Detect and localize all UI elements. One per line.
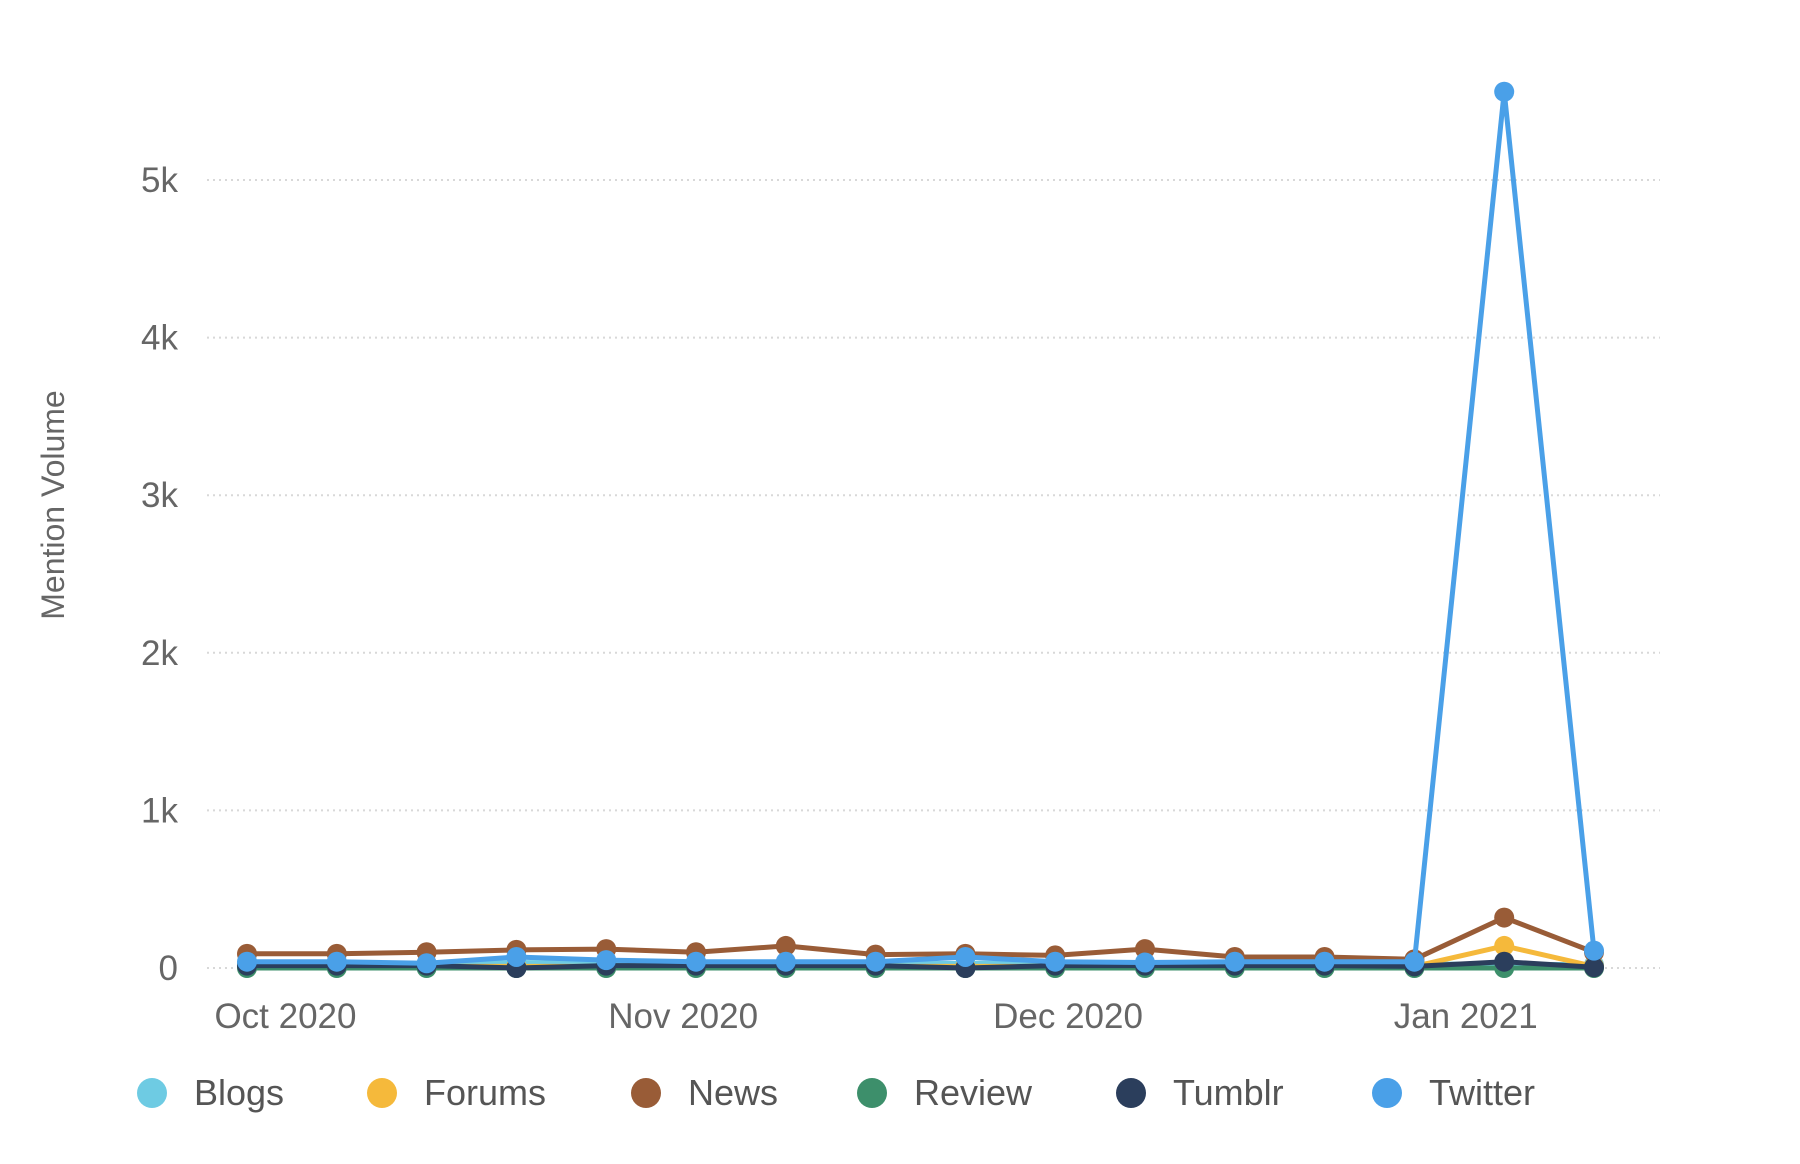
data-point-twitter[interactable] <box>865 951 886 972</box>
data-point-twitter[interactable] <box>955 946 976 967</box>
legend-item-tumblr[interactable]: Tumblr <box>1116 1072 1284 1113</box>
y-axis-ticks: 0 1k 2k 3k 4k 5k <box>141 161 178 988</box>
y-tick-label: 5k <box>141 161 178 200</box>
data-point-forums[interactable] <box>1494 935 1515 956</box>
data-point-tumblr[interactable] <box>1494 951 1515 972</box>
series-line-twitter <box>247 89 1597 966</box>
data-point-tumblr[interactable] <box>1584 957 1604 978</box>
data-point-twitter[interactable] <box>686 951 706 972</box>
data-point-news[interactable] <box>1494 907 1515 928</box>
x-tick-label: Jan 2021 <box>1394 997 1538 1036</box>
legend-item-twitter[interactable]: Twitter <box>1372 1072 1535 1113</box>
x-axis-ticks: Oct 2020 Nov 2020 Dec 2020 Jan 2021 <box>214 997 1537 1036</box>
data-point-twitter[interactable] <box>326 951 347 972</box>
legend-item-blogs[interactable]: Blogs <box>137 1072 284 1113</box>
legend[interactable]: Blogs Forums News Review Tumblr Twitter <box>137 1072 1535 1113</box>
legend-label: Review <box>914 1072 1033 1113</box>
legend-label: News <box>688 1072 778 1113</box>
series-line-tumblr <box>247 959 1595 971</box>
data-point-twitter[interactable] <box>237 951 257 972</box>
data-point-twitter[interactable] <box>1045 951 1066 972</box>
legend-item-news[interactable]: News <box>631 1072 778 1113</box>
y-axis-title: Mention Volume <box>35 390 71 619</box>
legend-label: Blogs <box>194 1072 284 1113</box>
data-point-twitter[interactable] <box>506 946 527 967</box>
gridlines <box>207 179 1660 969</box>
legend-label: Forums <box>424 1072 546 1113</box>
series-line-news <box>247 915 1595 962</box>
legend-marker <box>1372 1078 1402 1108</box>
legend-marker <box>631 1078 661 1108</box>
y-tick-label: 0 <box>159 949 178 988</box>
data-point-twitter[interactable] <box>1404 951 1425 972</box>
legend-item-forums[interactable]: Forums <box>367 1072 546 1113</box>
y-tick-label: 4k <box>141 319 178 358</box>
data-point-twitter[interactable] <box>1224 951 1245 972</box>
data-point-twitter[interactable] <box>1584 940 1604 961</box>
y-tick-label: 2k <box>141 634 178 673</box>
legend-label: Twitter <box>1429 1072 1535 1113</box>
x-tick-label: Dec 2020 <box>993 997 1143 1036</box>
y-tick-label: 1k <box>141 791 178 830</box>
legend-marker <box>1116 1078 1146 1108</box>
legend-marker <box>857 1078 887 1108</box>
data-point-twitter[interactable] <box>1314 951 1335 972</box>
y-tick-label: 3k <box>141 476 178 515</box>
x-tick-label: Oct 2020 <box>214 997 356 1036</box>
data-point-twitter[interactable] <box>775 951 796 972</box>
legend-item-review[interactable]: Review <box>857 1072 1033 1113</box>
legend-marker <box>137 1078 167 1108</box>
data-point-twitter[interactable] <box>596 950 617 971</box>
data-point-twitter[interactable] <box>1135 952 1155 973</box>
series-twitter <box>237 81 1604 974</box>
data-point-twitter[interactable] <box>1494 81 1515 102</box>
series-lines <box>237 81 1604 978</box>
data-point-twitter[interactable] <box>416 953 437 974</box>
data-point-news[interactable] <box>775 935 796 956</box>
x-tick-label: Nov 2020 <box>608 997 758 1036</box>
legend-marker <box>367 1078 397 1108</box>
legend-label: Tumblr <box>1173 1072 1284 1113</box>
